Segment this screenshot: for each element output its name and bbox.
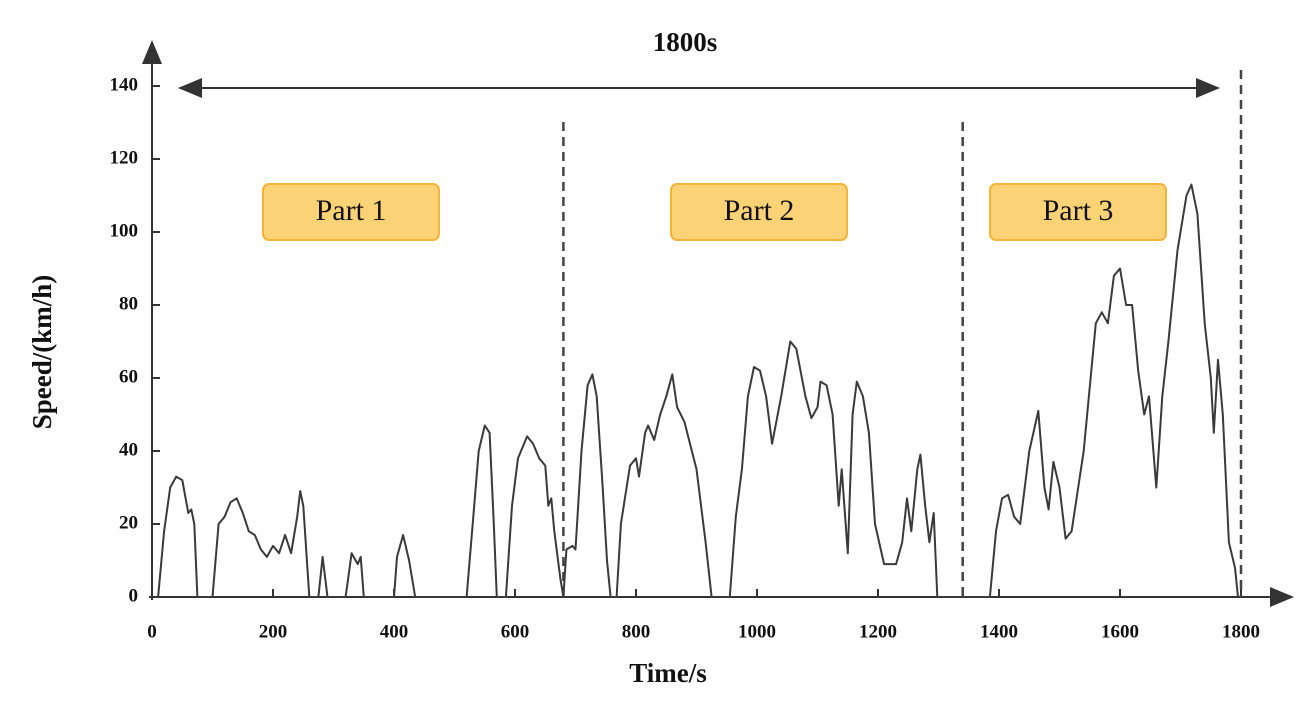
- part-box: [262, 183, 440, 241]
- speed-line: [157, 183, 1239, 598]
- x-tick-label: 400: [380, 621, 409, 642]
- x-axis-title: Time/s: [629, 658, 707, 688]
- y-tick-label: 0: [129, 585, 139, 606]
- x-tick-label: 1200: [859, 621, 897, 642]
- y-tick-label: 100: [110, 220, 139, 241]
- part-label: Part 2: [724, 194, 795, 227]
- y-tick-label: 80: [119, 293, 138, 314]
- part-label: Part 3: [1043, 194, 1114, 227]
- x-tick-label: 200: [259, 621, 288, 642]
- part-label: Part 1: [316, 194, 387, 227]
- x-tick-label: 600: [501, 621, 530, 642]
- x-tick-label: 1800: [1222, 621, 1260, 642]
- y-tick-label: 20: [119, 512, 138, 533]
- part-box: [989, 183, 1167, 241]
- y-axis-title: Speed/(km/h): [27, 275, 57, 430]
- x-tick-label: 1600: [1101, 621, 1139, 642]
- x-tick-label: 1000: [738, 621, 776, 642]
- y-tick-label: 60: [119, 366, 138, 387]
- x-tick-label: 1400: [980, 621, 1018, 642]
- part-box: [670, 183, 848, 241]
- x-tick-label: 800: [622, 621, 651, 642]
- x-tick-label: 0: [147, 621, 157, 642]
- y-tick-label: 140: [110, 74, 139, 95]
- span-label: 1800s: [653, 27, 718, 57]
- y-tick-label: 120: [110, 147, 139, 168]
- y-tick-label: 40: [119, 439, 138, 460]
